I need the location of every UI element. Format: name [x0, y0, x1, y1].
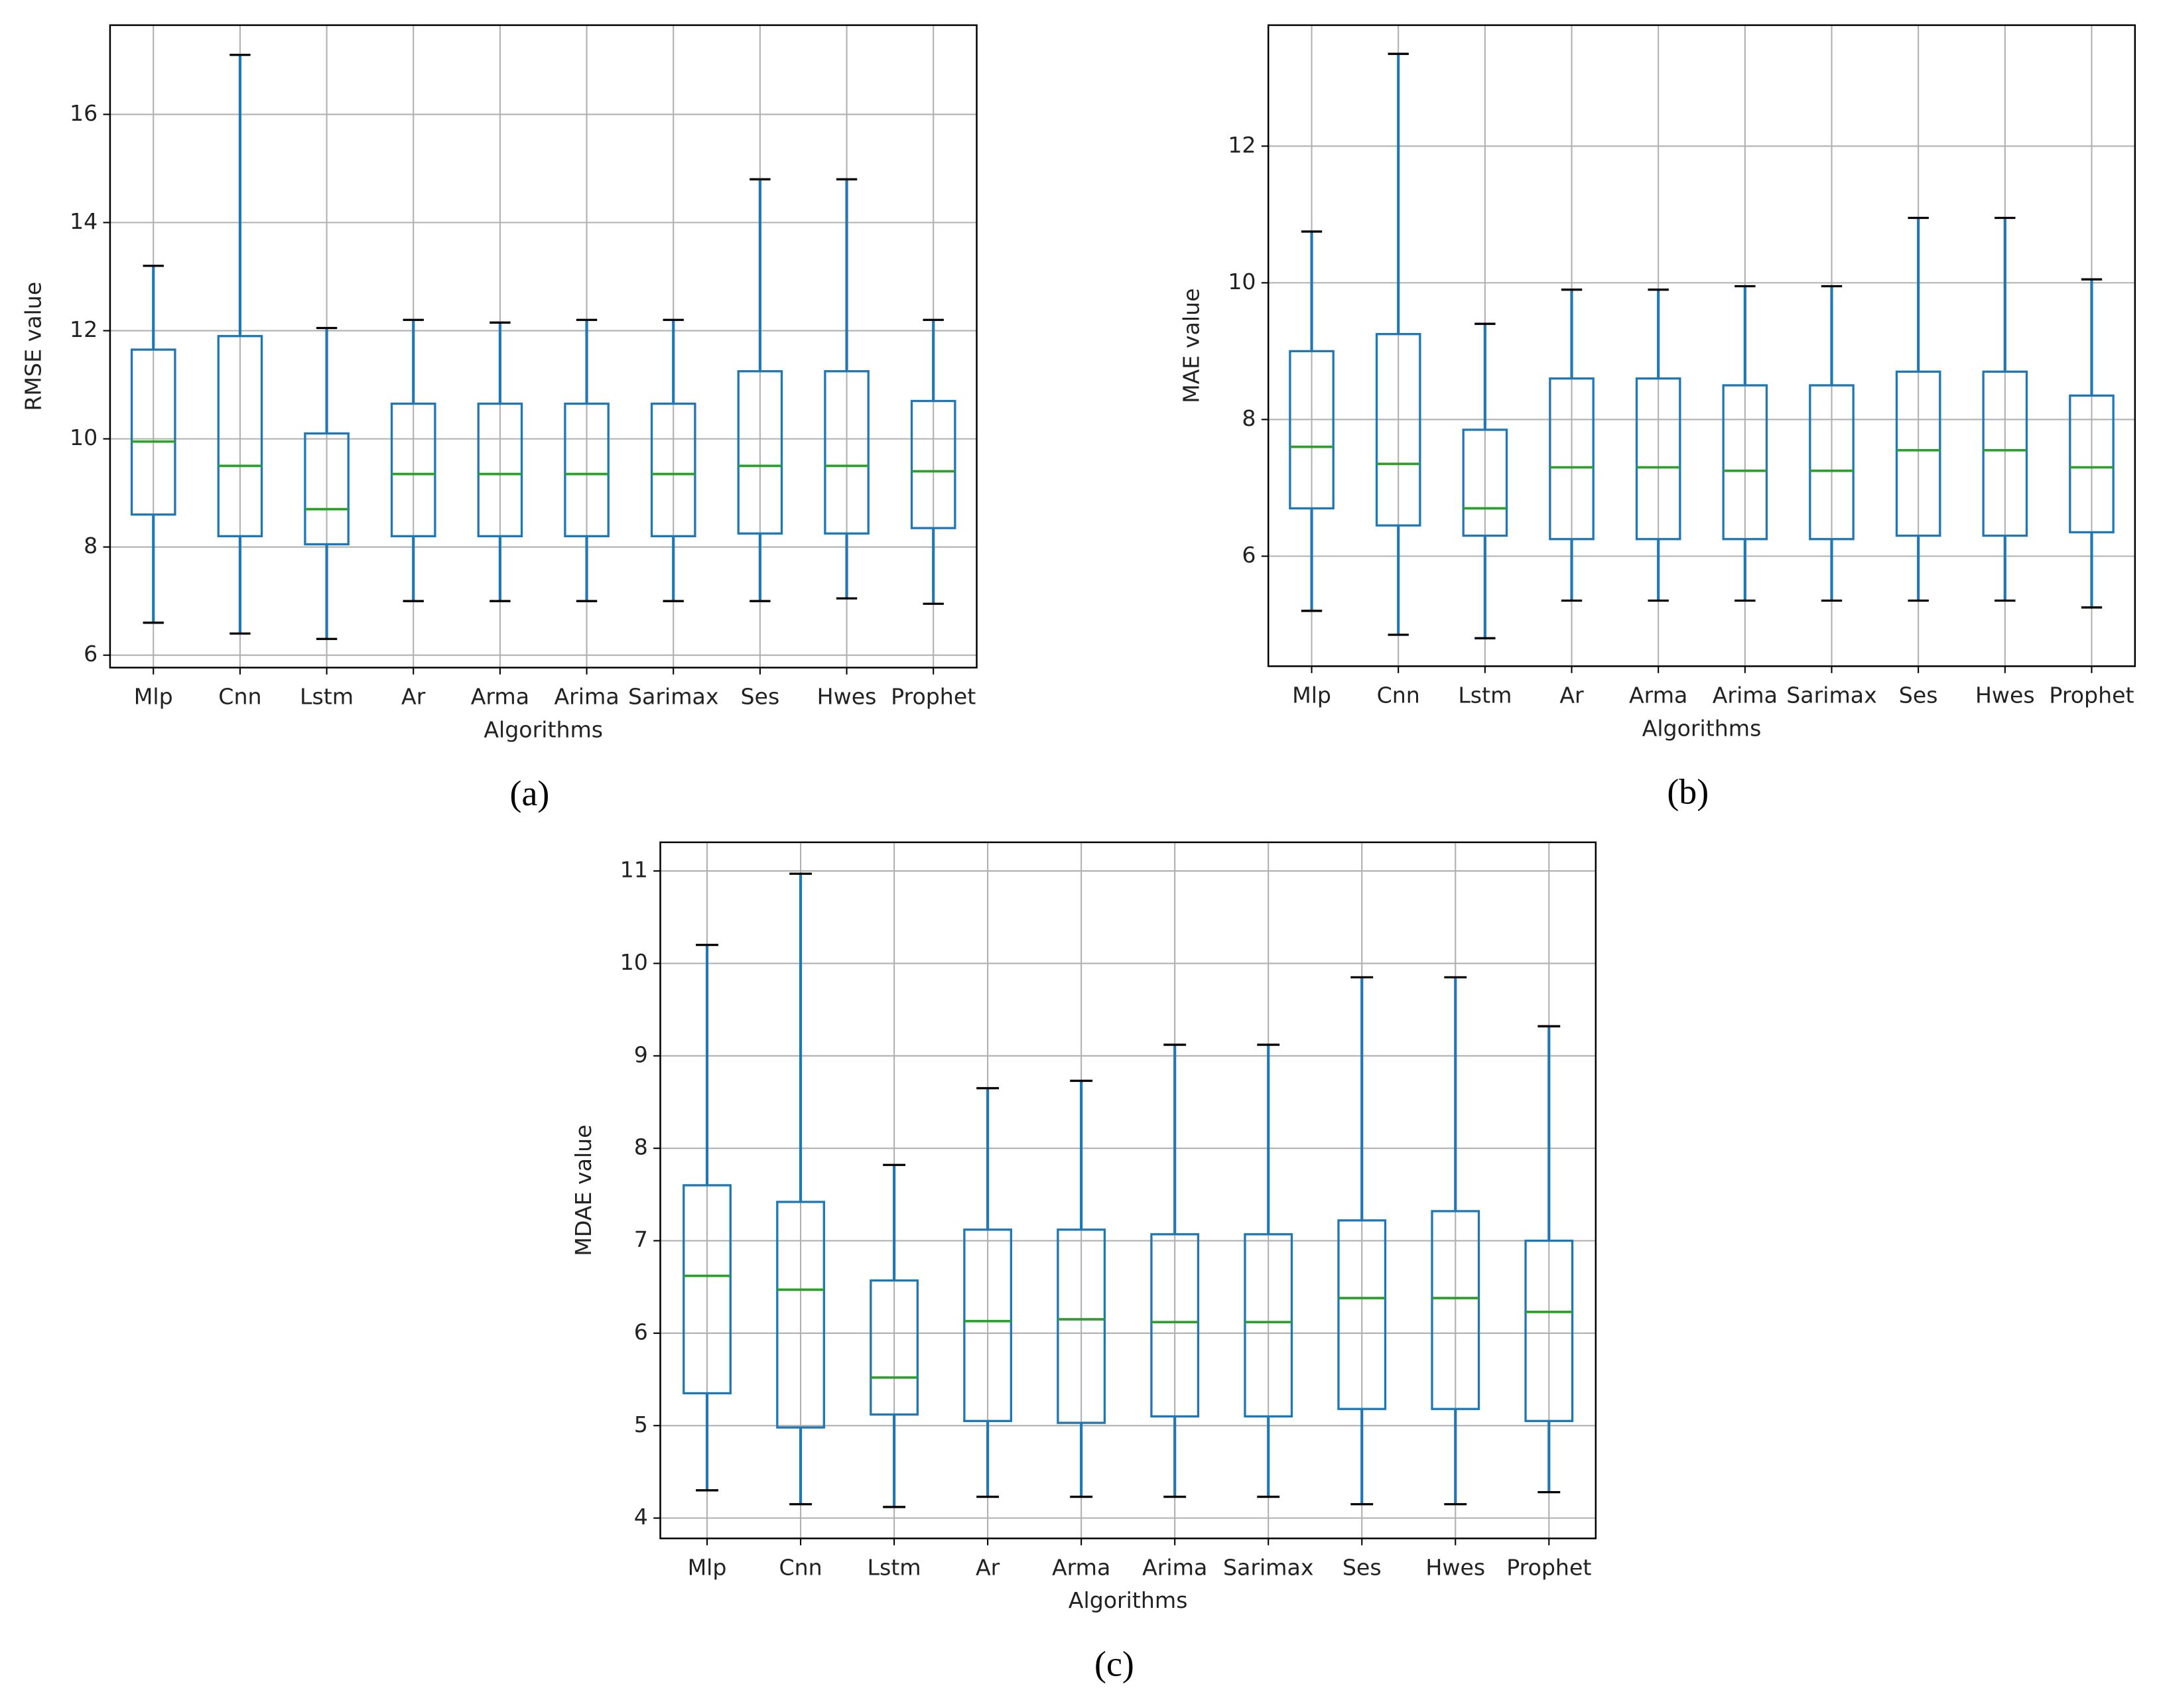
x-tick-label: Arma — [1052, 1554, 1110, 1580]
box — [650, 402, 696, 538]
box — [564, 402, 610, 538]
box — [683, 1184, 732, 1395]
y-tick-label: 8 — [84, 533, 98, 558]
box — [1982, 370, 2028, 537]
box — [776, 1201, 825, 1429]
x-tick-label: Sarimax — [1223, 1554, 1314, 1580]
plot-frame — [109, 24, 978, 669]
x-tick-label: Prophet — [2049, 683, 2134, 708]
x-tick-label: Lstm — [1458, 683, 1512, 708]
x-tick-label: Hwes — [1975, 683, 2035, 708]
box — [1549, 377, 1595, 541]
x-tick-label: Mlp — [688, 1554, 727, 1580]
x-tick-label: Arma — [1629, 683, 1687, 708]
box — [1150, 1233, 1200, 1417]
x-tick-label: Arima — [1142, 1554, 1207, 1580]
box — [304, 432, 350, 546]
y-tick-label: 11 — [620, 857, 648, 883]
x-tick-label: Ses — [1899, 683, 1938, 708]
box — [1462, 428, 1508, 537]
x-tick-label: Cnn — [1377, 683, 1420, 708]
x-tick-label: Ar — [1559, 683, 1584, 708]
box — [217, 335, 263, 538]
y-tick-label: 10 — [70, 425, 98, 450]
x-tick-label: Hwes — [817, 684, 877, 710]
x-tick-label: Mlp — [1292, 683, 1331, 708]
x-tick-label: Sarimax — [628, 684, 719, 710]
x-axis-label: Algorithms — [1642, 715, 1762, 741]
x-tick-label: Ar — [401, 684, 426, 710]
x-tick-label: Prophet — [1506, 1554, 1591, 1580]
x-tick-label: Hwes — [1425, 1554, 1485, 1580]
x-tick-label: Prophet — [891, 684, 976, 710]
y-axis-label: MAE value — [1179, 288, 1205, 403]
x-tick-label: Ar — [976, 1554, 1000, 1580]
x-tick-label: Mlp — [134, 684, 173, 710]
y-tick-label: 8 — [634, 1134, 648, 1160]
caption: (c) — [1094, 1644, 1134, 1684]
x-tick-label: Arima — [554, 684, 619, 710]
y-tick-label: 10 — [1228, 269, 1256, 295]
y-tick-label: 10 — [620, 949, 648, 975]
x-tick-label: Cnn — [218, 684, 261, 710]
y-tick-label: 4 — [634, 1504, 648, 1530]
box — [1375, 332, 1421, 527]
box — [1635, 377, 1681, 541]
box — [1289, 350, 1335, 510]
y-tick-label: 16 — [70, 100, 98, 126]
y-tick-label: 6 — [1242, 542, 1256, 568]
x-axis-label: Algorithms — [1069, 1587, 1188, 1613]
caption: (a) — [510, 773, 550, 813]
box — [1057, 1228, 1106, 1424]
box — [2069, 394, 2115, 534]
x-tick-label: Cnn — [779, 1554, 822, 1580]
y-tick-label: 7 — [634, 1226, 648, 1252]
box — [1895, 370, 1941, 537]
y-tick-label: 6 — [634, 1319, 648, 1345]
box — [963, 1228, 1013, 1422]
y-axis-label: MDAE value — [570, 1124, 596, 1256]
box — [1431, 1210, 1480, 1410]
x-tick-label: Sarimax — [1786, 683, 1877, 708]
box — [910, 399, 956, 529]
plot-frame — [659, 841, 1597, 1540]
x-tick-label: Lstm — [868, 1554, 921, 1580]
caption: (b) — [1667, 772, 1709, 812]
box — [390, 402, 436, 538]
box — [477, 402, 523, 538]
x-tick-label: Lstm — [300, 684, 354, 710]
y-tick-label: 14 — [70, 208, 98, 234]
y-tick-label: 6 — [84, 641, 98, 667]
y-axis-label: RMSE value — [20, 282, 46, 411]
box — [824, 370, 870, 535]
box — [870, 1279, 919, 1416]
x-tick-label: Arma — [471, 684, 529, 710]
plot-frame — [1267, 24, 2136, 667]
y-tick-label: 9 — [634, 1041, 648, 1067]
box — [130, 348, 176, 516]
y-tick-label: 5 — [634, 1412, 648, 1437]
box — [1524, 1239, 1574, 1422]
x-axis-label: Algorithms — [484, 716, 603, 742]
y-tick-label: 12 — [70, 316, 98, 342]
x-tick-label: Ses — [1342, 1554, 1382, 1580]
box — [737, 370, 783, 535]
x-tick-label: Ses — [740, 684, 779, 710]
box — [1722, 384, 1768, 541]
x-tick-label: Arima — [1713, 683, 1778, 708]
box — [1809, 384, 1855, 541]
y-tick-label: 8 — [1242, 405, 1256, 431]
box — [1244, 1233, 1293, 1417]
box — [1337, 1219, 1387, 1410]
y-tick-label: 12 — [1228, 132, 1256, 158]
